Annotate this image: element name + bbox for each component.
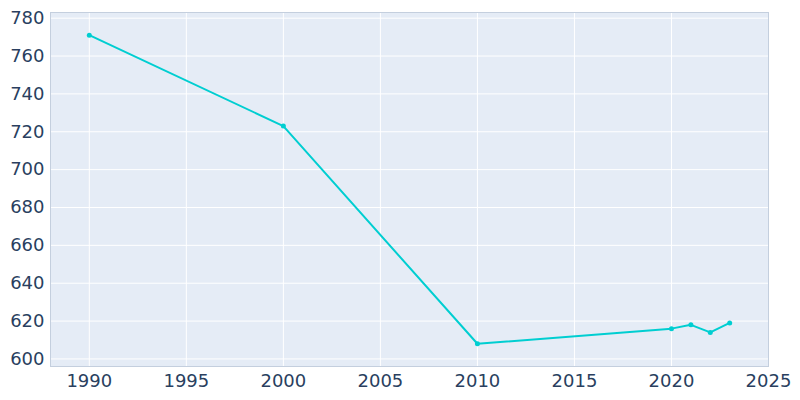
svg-text:680: 680: [10, 196, 44, 217]
svg-text:2000: 2000: [260, 370, 306, 391]
svg-text:780: 780: [10, 7, 44, 28]
svg-text:740: 740: [10, 83, 44, 104]
svg-text:2015: 2015: [552, 370, 598, 391]
svg-text:620: 620: [10, 310, 44, 331]
svg-text:2010: 2010: [455, 370, 501, 391]
svg-text:1990: 1990: [66, 370, 112, 391]
svg-text:2025: 2025: [746, 370, 792, 391]
svg-text:2005: 2005: [357, 370, 403, 391]
svg-text:640: 640: [10, 272, 44, 293]
svg-text:720: 720: [10, 121, 44, 142]
svg-text:760: 760: [10, 45, 44, 66]
svg-text:1995: 1995: [163, 370, 209, 391]
svg-text:660: 660: [10, 234, 44, 255]
svg-text:600: 600: [10, 348, 44, 369]
svg-text:2020: 2020: [649, 370, 695, 391]
svg-text:700: 700: [10, 158, 44, 179]
